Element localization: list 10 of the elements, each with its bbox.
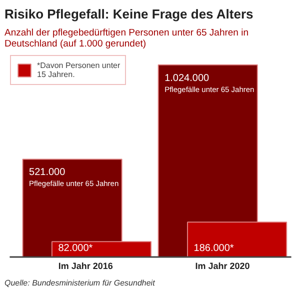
- x-tick-label: Im Jahr 2016: [58, 260, 113, 271]
- chart-subtitle: Anzahl der pflegebedürftigen Personen unter 65 Jahren in Deutschland (auf 1.000 gerundet): [4, 28, 249, 50]
- chart-title: Risiko Pflegefall: Keine Frage des Alters: [4, 6, 254, 22]
- x-tick-label: Im Jahr 2020: [195, 260, 250, 271]
- data-label: 1.024.000: [164, 72, 210, 84]
- data-label: 186.000*: [194, 242, 234, 254]
- legend-label: *Davon Personen unter 15 Jahren.: [37, 61, 120, 79]
- data-label: 82.000*: [58, 242, 93, 254]
- data-label: 521.000: [29, 167, 66, 178]
- source-note: Quelle: Bundesministerium für Gesundheit: [4, 278, 156, 288]
